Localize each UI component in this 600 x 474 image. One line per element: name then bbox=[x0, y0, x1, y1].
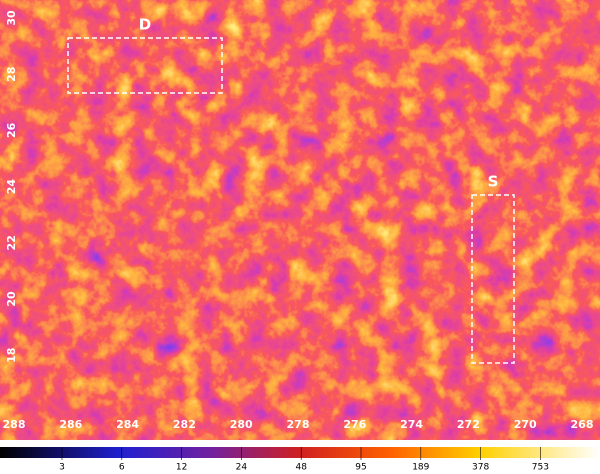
y-tick-label: 24 bbox=[5, 179, 18, 195]
colorbar-tick-label: 378 bbox=[472, 463, 489, 473]
x-tick-label: 268 bbox=[571, 418, 594, 431]
x-tick-label: 284 bbox=[116, 418, 139, 431]
x-tick-label: 274 bbox=[400, 418, 423, 431]
colorbar bbox=[0, 447, 600, 458]
x-tick-label: 276 bbox=[343, 418, 366, 431]
tick-layer: 288 286 284 282 280 278 276 274 272 270 268 30 28 26 2… bbox=[3, 10, 594, 472]
y-tick-label: 28 bbox=[5, 67, 18, 82]
colorbar-tick-label: 95 bbox=[355, 463, 366, 473]
region-box bbox=[471, 194, 515, 364]
colorbar-tick-label: 48 bbox=[295, 463, 307, 473]
x-tick-label: 282 bbox=[173, 418, 196, 431]
region-label: S bbox=[488, 173, 499, 191]
y-tick-label: 18 bbox=[5, 348, 18, 363]
intensity-map bbox=[0, 0, 600, 440]
region-box bbox=[67, 37, 223, 94]
colorbar-tick-label: 6 bbox=[119, 463, 125, 473]
y-tick-label: 30 bbox=[5, 10, 18, 26]
x-tick-label: 270 bbox=[514, 418, 537, 431]
y-tick-label: 22 bbox=[5, 235, 18, 250]
x-tick-label: 278 bbox=[287, 418, 310, 431]
y-tick-label: 20 bbox=[5, 291, 18, 307]
colorbar-tick-label: 189 bbox=[412, 463, 429, 473]
y-tick-label: 26 bbox=[5, 122, 18, 138]
x-tick-label: 280 bbox=[230, 418, 253, 431]
colorbar-tick-label: 3 bbox=[59, 463, 65, 473]
colorbar-tick-label: 12 bbox=[176, 463, 187, 473]
x-tick-label: 288 bbox=[3, 418, 26, 431]
x-tick-label: 272 bbox=[457, 418, 480, 431]
colorbar-tick-label: 753 bbox=[532, 463, 549, 473]
x-tick-label: 286 bbox=[59, 418, 82, 431]
region-label: D bbox=[139, 16, 151, 34]
colorbar-tick-label: 24 bbox=[236, 463, 248, 473]
